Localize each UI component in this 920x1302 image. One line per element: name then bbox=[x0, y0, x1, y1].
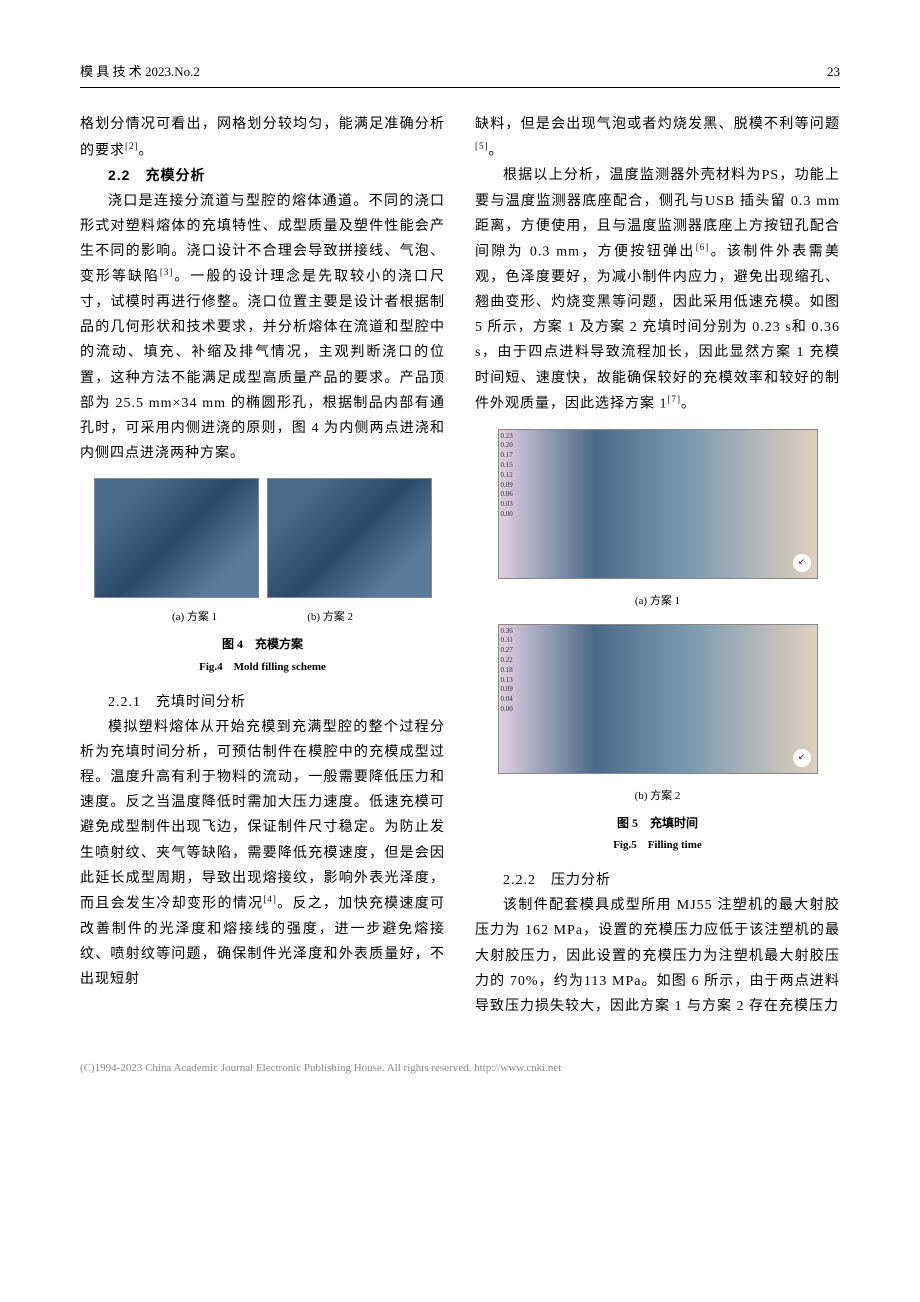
figure-5-caption-cn: 图 5 充填时间 bbox=[475, 813, 840, 835]
subsection-2-2-1-title: 2.2.1 充填时间分析 bbox=[80, 690, 445, 715]
subsection-2-2-2-title: 2.2.2 压力分析 bbox=[475, 868, 840, 893]
figure-4-caption-cn: 图 4 充模方案 bbox=[80, 634, 445, 656]
figure-5-caption-en: Fig.5 Filling time bbox=[475, 836, 840, 856]
figure-5b: 0.36 0.31 0.27 0.22 0.18 0.13 0.09 0.04 … bbox=[475, 624, 840, 856]
figure-4b-image bbox=[267, 478, 432, 598]
paragraph-continuation: 格划分情况可看出，网格划分较均匀，能满足准确分析的要求[2]。 bbox=[80, 112, 445, 163]
main-content: 格划分情况可看出，网格划分较均匀，能满足准确分析的要求[2]。 2.2 充模分析… bbox=[80, 112, 840, 1019]
compass-icon: ↙ bbox=[793, 749, 811, 767]
page-header: 模 具 技 术 2023.No.2 23 bbox=[80, 60, 840, 88]
figure-4a-image bbox=[94, 478, 259, 598]
figure-5a-image: 0.23 0.20 0.17 0.15 0.12 0.09 0.06 0.03 … bbox=[498, 429, 818, 579]
figure-4-caption-en: Fig.4 Mold filling scheme bbox=[80, 658, 445, 678]
figure-5a: 0.23 0.20 0.17 0.15 0.12 0.09 0.06 0.03 … bbox=[475, 429, 840, 612]
page-footer: (C)1994-2023 China Academic Journal Elec… bbox=[80, 1059, 840, 1079]
figure-5b-caption: (b) 方案 2 bbox=[475, 787, 840, 807]
compass-icon: ↙ bbox=[793, 554, 811, 572]
paragraph-analysis-result: 根据以上分析，温度监测器外壳材料为PS，功能上要与温度监测器底座配合，侧孔与US… bbox=[475, 163, 840, 416]
figure-4b-caption: (b) 方案 2 bbox=[307, 608, 353, 628]
figure-4: (a) 方案 1 (b) 方案 2 图 4 充模方案 Fig.4 Mold fi… bbox=[80, 478, 445, 677]
paragraph-fill-time: 模拟塑料熔体从开始充模到充满型腔的整个过程分析为充填时间分析，可预估制件在模腔中… bbox=[80, 715, 445, 993]
paragraph-gate-analysis: 浇口是连接分流道与型腔的熔体通道。不同的浇口形式对塑料熔体的充填特性、成型质量及… bbox=[80, 189, 445, 467]
paragraph-col2-continuation: 缺料，但是会出现气泡或者灼烧发黑、脱模不利等问题[5]。 bbox=[475, 112, 840, 163]
figure-4a-caption: (a) 方案 1 bbox=[172, 608, 217, 628]
section-2-2-title: 2.2 充模分析 bbox=[80, 163, 445, 188]
header-page-number: 23 bbox=[827, 60, 840, 83]
figure-5b-image: 0.36 0.31 0.27 0.22 0.18 0.13 0.09 0.04 … bbox=[498, 624, 818, 774]
paragraph-pressure-analysis: 该制件配套模具成型所用 MJ55 注塑机的最大射胶压力为 162 MPa，设置的… bbox=[475, 893, 840, 1019]
figure-5a-caption: (a) 方案 1 bbox=[475, 592, 840, 612]
header-left: 模 具 技 术 2023.No.2 bbox=[80, 60, 200, 83]
